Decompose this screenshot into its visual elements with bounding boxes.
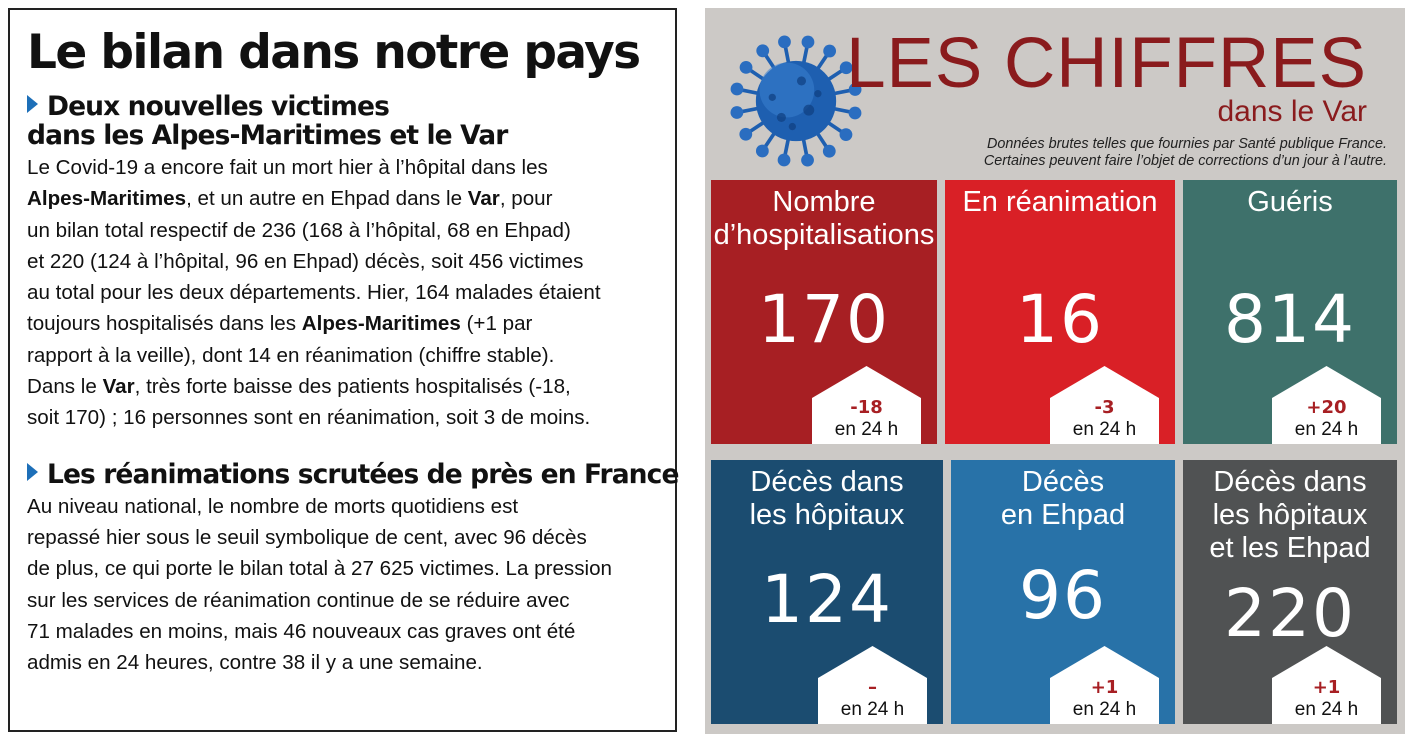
- note-line: Données brutes telles que fournies par S…: [987, 136, 1387, 152]
- virus-icon: [730, 35, 862, 167]
- delta-caption: en 24 h: [834, 419, 899, 440]
- delta-badge: +1 en 24 h: [1050, 646, 1159, 724]
- section-france: Les réanimations scrutées de près en Fra…: [27, 460, 679, 679]
- arrow-bullet-icon: [27, 95, 38, 113]
- stat-label-line: Décès dans: [750, 466, 904, 498]
- body-line: Dans le Var, très forte baisse des patie…: [27, 375, 571, 399]
- stat-label-line: les hôpitaux: [749, 499, 905, 531]
- body-line: Alpes-Maritimes, et un autre en Ehpad da…: [27, 187, 553, 211]
- infographic-note: Données brutes telles que fournies par S…: [984, 136, 1387, 170]
- stat-label-line: Guéris: [1247, 186, 1333, 218]
- delta-value: –: [868, 677, 877, 698]
- stat-value: 220: [1224, 575, 1356, 652]
- delta-caption: en 24 h: [1072, 419, 1137, 440]
- stat-label: En réanimation: [945, 186, 1175, 219]
- stat-label: Nombre d’hospitalisations: [711, 186, 937, 252]
- delta-value: +1: [1090, 677, 1119, 698]
- delta-caption: en 24 h: [1294, 419, 1359, 440]
- delta-value: +1: [1312, 677, 1341, 698]
- delta-value: +20: [1306, 397, 1347, 418]
- delta-badge: +1 en 24 h: [1272, 646, 1381, 724]
- stat-label: Décès dans les hôpitaux: [711, 466, 943, 532]
- body-line: de plus, ce qui porte le bilan total à 2…: [27, 557, 612, 581]
- stat-value: 96: [1019, 557, 1107, 634]
- delta-badge: -3 en 24 h: [1050, 366, 1159, 444]
- delta-caption: en 24 h: [840, 699, 905, 720]
- section-heading: Les réanimations scrutées de près en Fra…: [27, 460, 679, 489]
- infographic-subtitle: dans le Var: [1217, 95, 1367, 128]
- body-line: et 220 (124 à l’hôpital, 96 en Ehpad) dé…: [27, 249, 584, 273]
- place-name: Alpes-Maritimes: [301, 312, 461, 336]
- stat-tile-deces-total: Décès dans les hôpitaux et les Ehpad 220 +1 e…: [1183, 460, 1397, 724]
- stat-value: 16: [1016, 281, 1104, 358]
- stat-tile-hospitalisations: Nombre d’hospitalisations 170 -18 en 24 h: [711, 180, 937, 444]
- place-name: Var: [102, 375, 135, 399]
- body-line: toujours hospitalisés dans les Alpes-Mar…: [27, 312, 533, 336]
- body-line: Le Covid-19 a encore fait un mort hier à…: [27, 156, 548, 179]
- stat-label-line: et les Ehpad: [1209, 532, 1371, 564]
- article-title: Le bilan dans notre pays: [27, 25, 641, 80]
- body-line: repassé hier sous le seuil symbolique de…: [27, 525, 587, 549]
- section-body: Le Covid-19 a encore fait un mort hier à…: [27, 152, 661, 434]
- delta-badge: – en 24 h: [818, 646, 927, 724]
- stat-label-line: Nombre: [772, 186, 876, 218]
- section-heading-line: Deux nouvelles victimes: [27, 92, 661, 121]
- section-alpes-var: Deux nouvelles victimes dans les Alpes-M…: [27, 92, 661, 434]
- stat-label-line: Décès: [1021, 466, 1105, 498]
- delta-value: -3: [1094, 397, 1115, 418]
- body-line: admis en 24 heures, contre 38 il y a une…: [27, 651, 483, 675]
- stat-label-line: d’hospitalisations: [713, 219, 935, 251]
- body-line: Au niveau national, le nombre de morts q…: [27, 494, 519, 518]
- stat-label-line: En réanimation: [962, 186, 1158, 218]
- infographic-panel: LES CHIFFRES dans le Var Données brutes …: [705, 8, 1405, 734]
- body-line: sur les services de réanimation continue…: [27, 588, 570, 612]
- body-line: soit 170) ; 16 personnes sont en réanima…: [27, 406, 591, 430]
- note-line: Certaines peuvent faire l’objet de corre…: [983, 153, 1387, 169]
- delta-value: -18: [850, 397, 883, 418]
- body-line: au total pour les deux départements. Hie…: [27, 281, 601, 305]
- arrow-bullet-icon: [27, 462, 38, 481]
- stat-label-line: en Ehpad: [1000, 499, 1126, 531]
- infographic-title: LES CHIFFRES: [846, 24, 1367, 103]
- stat-tile-deces-ehpad: Décès en Ehpad 96 +1 en 24 h: [951, 460, 1175, 724]
- stat-value: 814: [1224, 281, 1356, 358]
- stat-value: 124: [761, 561, 893, 638]
- stat-value: 170: [758, 281, 890, 358]
- stat-label-line: Décès dans: [1213, 466, 1367, 498]
- stat-label-line: les hôpitaux: [1212, 499, 1368, 531]
- stat-tile-gueris: Guéris 814 +20 en 24 h: [1183, 180, 1397, 444]
- stat-label: Décès en Ehpad: [951, 466, 1175, 532]
- section-heading-line: Les réanimations scrutées de près en Fra…: [27, 460, 679, 489]
- body-line: 71 malades en moins, mais 46 nouveaux ca…: [27, 619, 576, 643]
- section-heading: Deux nouvelles victimes dans les Alpes-M…: [27, 92, 661, 150]
- delta-caption: en 24 h: [1294, 699, 1359, 720]
- section-heading-line: dans les Alpes-Maritimes et le Var: [27, 120, 508, 151]
- delta-caption: en 24 h: [1072, 699, 1137, 720]
- stat-tile-deces-hopitaux: Décès dans les hôpitaux 124 – en 24 h: [711, 460, 943, 724]
- place-name: Alpes-Maritimes: [27, 187, 187, 211]
- section-body: Au niveau national, le nombre de morts q…: [27, 491, 661, 679]
- stat-label: Décès dans les hôpitaux et les Ehpad: [1183, 466, 1397, 565]
- place-name: Var: [467, 187, 500, 211]
- delta-badge: +20 en 24 h: [1272, 366, 1381, 444]
- body-line: un bilan total respectif de 236 (168 à l…: [27, 218, 571, 242]
- body-line: rapport à la veille), dont 14 en réanima…: [27, 343, 555, 367]
- stat-label: Guéris: [1183, 186, 1397, 219]
- delta-badge: -18 en 24 h: [812, 366, 921, 444]
- stat-tile-reanimation: En réanimation 16 -3 en 24 h: [945, 180, 1175, 444]
- article-panel: Le bilan dans notre pays Deux nouvelles …: [8, 8, 679, 732]
